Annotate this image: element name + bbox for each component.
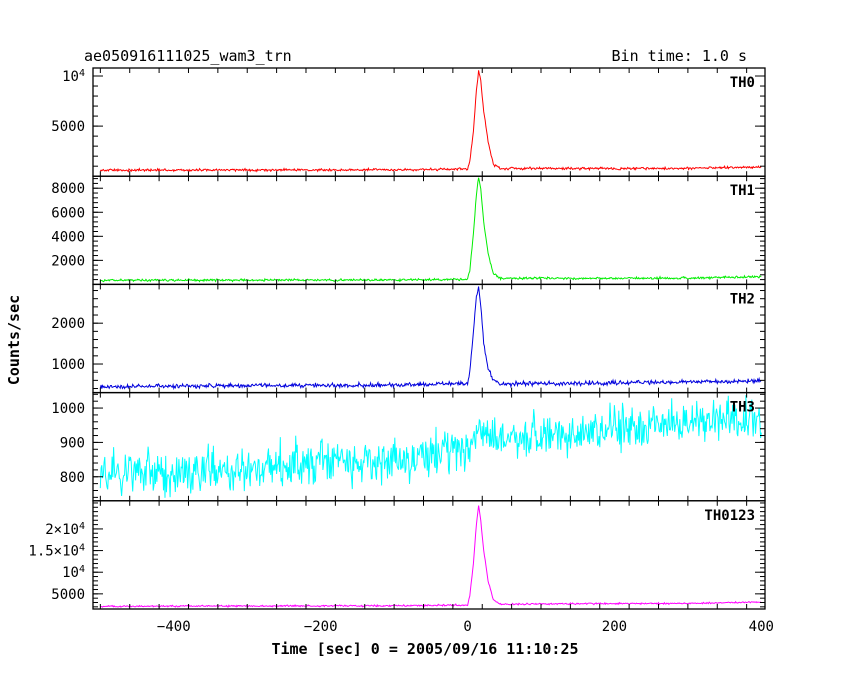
panel-label-th2: TH2 [730, 291, 755, 307]
y-axis-title: Counts/sec [5, 295, 23, 385]
series-th0123-line [100, 505, 762, 608]
y-tick-label: 104 [62, 564, 85, 582]
series-th3-line [99, 395, 762, 498]
chart-title: ae050916111025_wam3_trn [84, 47, 292, 65]
panel-label-th1: TH1 [730, 183, 755, 199]
series-th2-line [99, 286, 762, 391]
y-tick-label: 1000 [51, 357, 85, 373]
y-tick-label: 800 [60, 470, 85, 486]
panel-label-th0123: TH0123 [704, 508, 755, 524]
series-th0-line [99, 70, 762, 173]
x-tick-label: 200 [602, 619, 627, 635]
x-tick-label: 400 [749, 619, 774, 635]
y-tick-label: 5000 [51, 119, 85, 135]
y-tick-label: 2000 [51, 316, 85, 332]
y-tick-label: 1.5×104 [28, 542, 85, 560]
x-tick-label: −200 [304, 619, 338, 635]
panel-frame-th0 [92, 67, 766, 177]
panel-frame-th2 [92, 283, 766, 394]
y-tick-label: 8000 [51, 181, 85, 197]
y-tick-label: 104 [62, 68, 85, 86]
y-tick-label: 1000 [51, 401, 85, 417]
panel-frame-th1 [92, 175, 766, 286]
panel-label-th3: TH3 [730, 400, 755, 416]
series-th1-line [100, 177, 762, 283]
x-tick-label: −400 [157, 619, 191, 635]
x-axis-title: Time [sec] 0 = 2005/09/16 11:10:25 [271, 640, 578, 658]
y-tick-label: 2000 [51, 253, 85, 269]
panel-frame-th0123 [92, 500, 766, 610]
panel-label-th0: TH0 [730, 75, 755, 91]
y-tick-label: 5000 [51, 587, 85, 603]
y-tick-label: 2×104 [45, 520, 85, 538]
panel-frame-th3 [92, 391, 766, 502]
panels-group: TH05000104TH12000400060008000TH210002000… [28, 67, 774, 635]
y-tick-label: 900 [60, 435, 85, 451]
bin-time-label: Bin time: 1.0 s [612, 47, 747, 65]
x-tick-label: 0 [463, 619, 471, 635]
y-tick-label: 4000 [51, 229, 85, 245]
y-tick-label: 6000 [51, 205, 85, 221]
